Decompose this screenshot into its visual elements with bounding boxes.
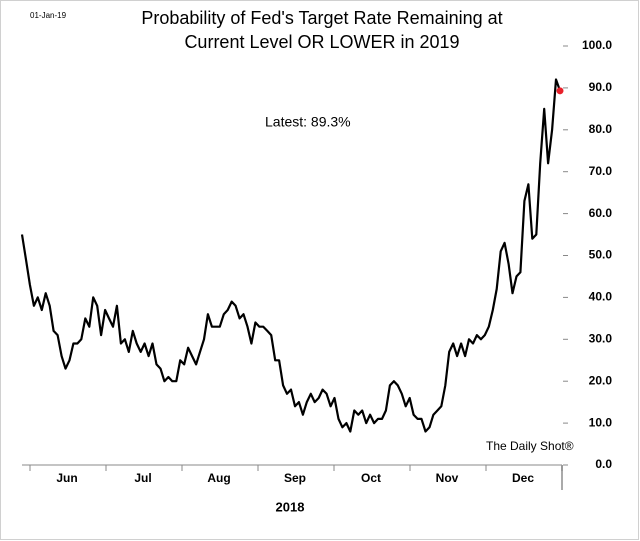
x-tick-label: Oct — [361, 471, 381, 485]
x-tick-label: Nov — [436, 471, 459, 485]
x-tick-label: Jun — [56, 471, 77, 485]
y-tick-label: 40.0 — [589, 290, 613, 304]
source: The Daily Shot® — [486, 439, 574, 453]
y-tick-label: 70.0 — [589, 164, 613, 178]
x-axis-label: 2018 — [276, 499, 305, 514]
x-tick-label: Dec — [512, 471, 534, 485]
chart-title: Current Level OR LOWER in 2019 — [184, 32, 459, 52]
data-line — [20, 78, 562, 433]
chart-title: Probability of Fed's Target Rate Remaini… — [141, 8, 502, 28]
y-tick-label: 20.0 — [589, 373, 613, 387]
y-tick-label: 90.0 — [589, 80, 613, 94]
y-tick-label: 80.0 — [589, 122, 613, 136]
y-tick-label: 50.0 — [589, 248, 613, 262]
y-tick-label: 30.0 — [589, 331, 613, 345]
latest-point — [556, 87, 564, 95]
x-tick-label: Sep — [284, 471, 306, 485]
y-tick-label: 0.0 — [595, 457, 612, 471]
x-tick-label: Jul — [134, 471, 151, 485]
y-tick-label: 100.0 — [582, 38, 612, 52]
y-tick-label: 60.0 — [589, 206, 613, 220]
y-tick-label: 10.0 — [589, 415, 613, 429]
x-tick-label: Aug — [207, 471, 230, 485]
annotation: Latest: 89.3% — [265, 114, 351, 130]
date-stamp: 01-Jan-19 — [30, 11, 67, 20]
